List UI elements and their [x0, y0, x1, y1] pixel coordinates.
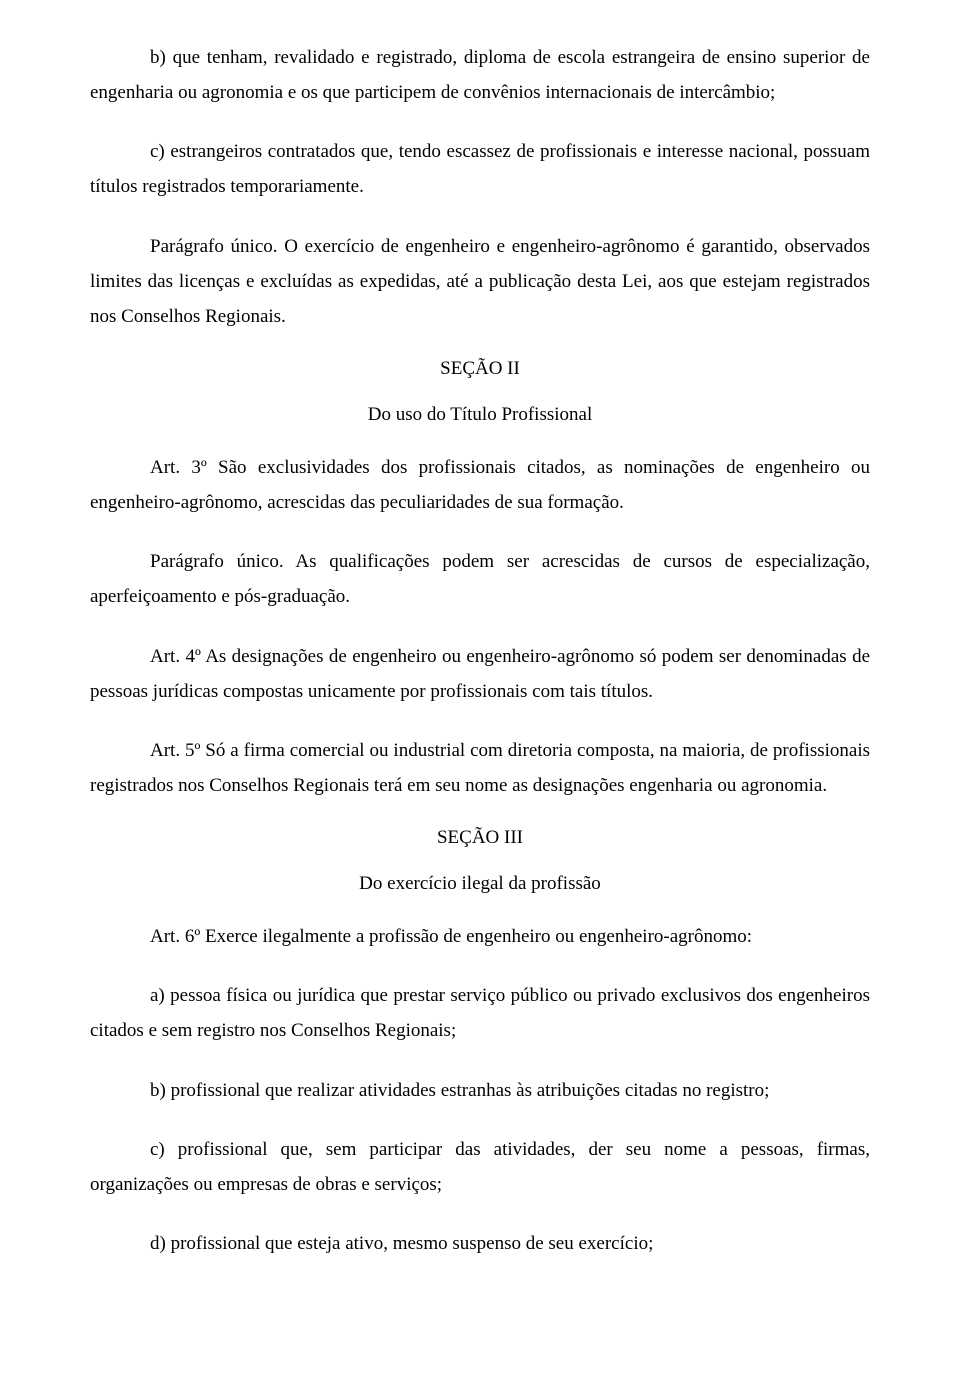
section-2-heading: SEÇÃO II: [90, 358, 870, 380]
paragraph-art-6: Art. 6º Exerce ilegalmente a profissão d…: [90, 919, 870, 954]
section-2-subheading: Do uso do Título Profissional: [90, 404, 870, 426]
paragraph-art-3: Art. 3º São exclusividades dos profissio…: [90, 450, 870, 520]
paragraph-item-c-2: c) profissional que, sem participar das …: [90, 1132, 870, 1202]
paragraph-item-c: c) estrangeiros contratados que, tendo e…: [90, 134, 870, 204]
paragraph-item-b: b) que tenham, revalidado e registrado, …: [90, 40, 870, 110]
paragraph-art-5: Art. 5º Só a firma comercial ou industri…: [90, 733, 870, 803]
paragraph-item-a-2: a) pessoa física ou jurídica que prestar…: [90, 978, 870, 1048]
section-3-subheading: Do exercício ilegal da profissão: [90, 873, 870, 895]
paragraph-art-4: Art. 4º As designações de engenheiro ou …: [90, 639, 870, 709]
paragraph-item-d: d) profissional que esteja ativo, mesmo …: [90, 1226, 870, 1261]
section-3-heading: SEÇÃO III: [90, 827, 870, 849]
paragraph-item-b-2: b) profissional que realizar atividades …: [90, 1073, 870, 1108]
paragraph-unico-2: Parágrafo único. As qualificações podem …: [90, 544, 870, 614]
paragraph-unico-1: Parágrafo único. O exercício de engenhei…: [90, 229, 870, 334]
